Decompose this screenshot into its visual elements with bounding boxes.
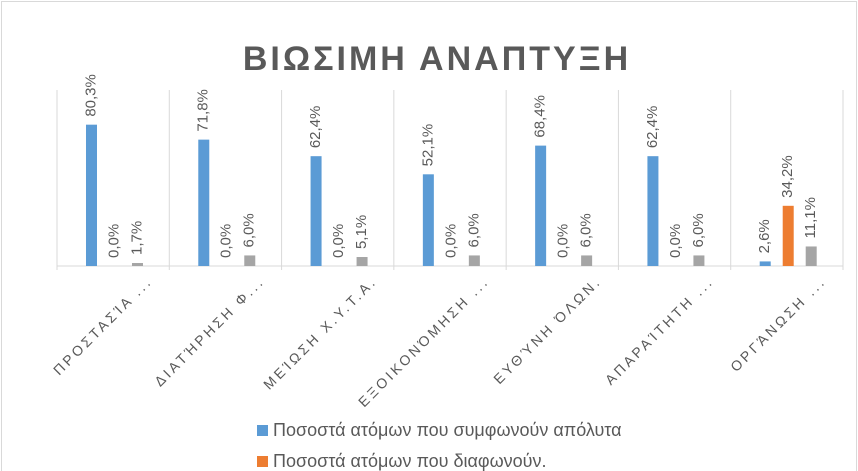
bar (310, 156, 322, 266)
value-label: 0,0% (555, 224, 572, 258)
legend-swatch (257, 456, 268, 467)
legend-label: Ποσοστά ατόμων που διαφωνούν. (273, 451, 546, 471)
bar (468, 255, 480, 266)
value-label: 0,0% (667, 224, 684, 258)
value-label: 1,7% (128, 221, 145, 255)
bar (782, 205, 794, 266)
value-label: 6,0% (241, 213, 258, 247)
value-label: 0,0% (442, 224, 459, 258)
bar (131, 263, 143, 266)
bar (198, 139, 210, 266)
value-label: 62,4% (307, 106, 324, 149)
bar (85, 124, 97, 266)
value-label: 0,0% (218, 224, 235, 258)
value-label: 5,1% (353, 215, 370, 249)
bar (535, 145, 547, 266)
legend-swatch (257, 425, 268, 436)
value-label: 52,1% (419, 124, 436, 167)
bar (759, 261, 771, 266)
bar (805, 246, 817, 266)
value-label: 6,0% (578, 213, 595, 247)
bar (647, 156, 659, 266)
legend-label: Ποσοστά ατόμων που συμφωνούν απόλυτα (273, 420, 622, 440)
bar (581, 255, 593, 266)
value-label: 62,4% (644, 106, 661, 149)
value-label: 6,0% (465, 213, 482, 247)
bar (244, 255, 256, 266)
value-label: 80,3% (82, 74, 99, 117)
value-label: 34,2% (779, 155, 796, 198)
bar (356, 257, 368, 266)
value-label: 0,0% (330, 224, 347, 258)
bar (422, 174, 434, 266)
value-label: 0,0% (105, 224, 122, 258)
value-label: 2,6% (756, 219, 773, 253)
chart-title: ΒΙΩΣΙΜΗ ΑΝΑΠΤΥΞΗ (243, 40, 631, 78)
value-label: 68,4% (532, 95, 549, 138)
bar (693, 255, 705, 266)
value-label: 11,1% (802, 197, 819, 238)
value-label: 6,0% (690, 213, 707, 247)
value-label: 71,8% (195, 89, 212, 132)
